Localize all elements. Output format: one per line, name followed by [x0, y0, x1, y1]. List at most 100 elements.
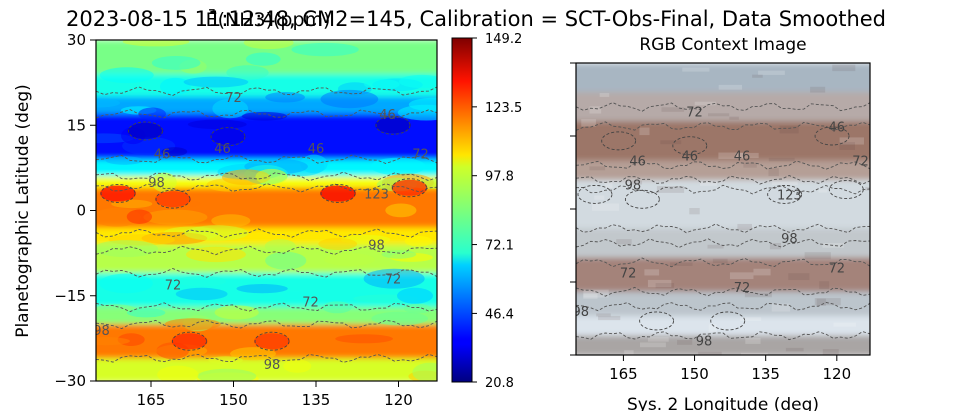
context-pixel	[816, 298, 826, 306]
contour-line	[576, 102, 870, 112]
contour-label: 72	[852, 154, 869, 169]
heatmap-x-tick-label: 165	[137, 391, 166, 409]
context-band	[576, 160, 870, 181]
contour-line	[96, 154, 437, 164]
contour-line	[576, 160, 870, 170]
context-pixel	[644, 269, 660, 276]
colorbar-tick-label: 46.4	[485, 307, 514, 322]
heatmap-cell	[176, 276, 226, 287]
heatmap-cell	[236, 284, 288, 294]
contour-loop	[254, 331, 290, 351]
contour-loop	[392, 178, 427, 198]
contour-loop	[624, 189, 660, 209]
contour-label: 98	[368, 239, 385, 254]
context-pixel	[740, 317, 762, 322]
contour-loop	[601, 131, 637, 151]
contour-label: 46	[829, 120, 846, 135]
context-pixel	[785, 347, 804, 352]
context-pixel	[694, 101, 716, 106]
context-pixel	[740, 352, 768, 355]
contour-line	[96, 302, 437, 313]
context-band	[576, 335, 870, 355]
heatmap-cell	[265, 251, 307, 270]
heatmap-contours: 72 46 46 46 46 72 98 123 98 72 72 72 98 98	[96, 86, 437, 373]
heatmap-y-tick-label: −30	[54, 372, 86, 390]
heatmap-cell	[324, 253, 375, 266]
heatmap-y-tick-label: 0	[76, 202, 86, 220]
contour-label: 46	[682, 149, 699, 164]
context-pixel	[707, 244, 724, 249]
context-pixel	[729, 116, 739, 120]
heatmap-x-ticks: 165 150 135 120	[137, 381, 413, 409]
heatmap-cell	[126, 308, 166, 318]
context-pixel	[604, 182, 613, 189]
contour-label: 72	[734, 281, 751, 296]
heatmap-cell	[364, 78, 400, 90]
colorbar-tick-label: 123.5	[485, 101, 522, 116]
context-pixel	[682, 67, 710, 72]
heatmap-cell	[335, 334, 393, 344]
context-pixel	[753, 268, 771, 276]
heatmap-cell	[99, 273, 153, 294]
heatmap-feature	[155, 191, 191, 208]
context-xlabel: Sys. 2 Longitude (deg)	[627, 395, 819, 411]
context-pixel	[768, 168, 779, 177]
context-x-tick-label: 135	[751, 365, 780, 383]
context-band	[576, 63, 870, 94]
contour-line	[576, 223, 870, 234]
contour-loop	[155, 189, 191, 209]
heatmap-y-tick-label: −15	[54, 287, 86, 305]
heatmap-cell	[151, 55, 201, 70]
colorbar-gradient	[451, 37, 473, 383]
context-pixel	[810, 86, 826, 93]
contour-label: 72	[412, 148, 429, 163]
colorbar-tick-label: 20.8	[485, 376, 514, 391]
contour-line	[576, 257, 870, 268]
context-pixel	[718, 84, 743, 90]
heatmap-cell	[96, 98, 121, 108]
heatmap-cell	[245, 52, 281, 66]
contour-loop	[577, 184, 613, 204]
context-pixel	[743, 162, 757, 168]
contour-line	[96, 268, 437, 278]
contour-label: 46	[629, 154, 646, 169]
heatmap-cell	[211, 214, 251, 228]
contour-label: 72	[302, 295, 319, 310]
context-pixel	[839, 142, 855, 150]
contour-label: 72	[620, 266, 637, 281]
heatmap-cell	[226, 65, 269, 80]
context-pixel	[745, 337, 761, 344]
heatmap-cell	[398, 74, 437, 89]
contour-line	[96, 319, 437, 330]
heatmap-cell	[291, 42, 359, 57]
context-pixel	[661, 107, 685, 112]
heatmap-cell	[385, 203, 417, 218]
contour-label: 98	[696, 334, 713, 349]
heatmap-cell	[370, 157, 426, 176]
heatmap-cell	[243, 40, 294, 50]
context-y-ticks	[570, 62, 576, 356]
context-pixel	[788, 273, 810, 281]
heatmap-cell	[212, 98, 249, 119]
contour-loop	[210, 127, 246, 147]
heatmap-cell	[175, 287, 228, 301]
heatmap-cell	[208, 356, 243, 365]
contour-line	[96, 228, 437, 238]
contour-label: 98	[781, 232, 798, 247]
context-band	[576, 316, 870, 337]
context-pixel	[771, 303, 791, 312]
heatmap-cell	[105, 156, 143, 165]
heatmap-cell	[381, 250, 417, 259]
context-pixel	[616, 239, 632, 245]
heatmap-cell	[264, 239, 296, 253]
heatmap-cell	[143, 209, 208, 225]
contour-loop	[710, 311, 746, 331]
heatmap-cell	[206, 178, 253, 192]
contour-loop	[828, 180, 864, 199]
context-pixel	[639, 127, 650, 136]
contour-label: 123	[777, 188, 802, 203]
contour-loop	[100, 183, 136, 203]
context-pixel	[599, 93, 610, 97]
contour-loop	[375, 115, 411, 135]
heatmap-cell	[197, 368, 257, 381]
